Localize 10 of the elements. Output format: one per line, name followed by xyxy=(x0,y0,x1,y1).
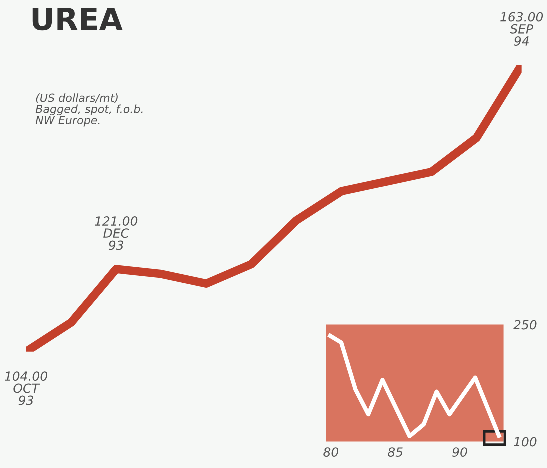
annotation: (US dollars/mt) Bagged, spot, f.o.b. NW Europe. xyxy=(36,94,143,127)
x-tick-label: 90 xyxy=(452,448,468,458)
data-label: 104.00 OCT 93 xyxy=(5,372,48,406)
data-label: 163.00 SEP 94 xyxy=(500,12,544,46)
x-tick-label: 80 xyxy=(324,448,338,458)
chart-title: UREA xyxy=(32,8,123,31)
data-label: 121.00 DEC 93 xyxy=(95,216,138,250)
y-tick-label: 250 xyxy=(514,320,537,330)
y-tick-label: 100 xyxy=(514,437,537,447)
x-tick-label: 85 xyxy=(388,448,403,458)
